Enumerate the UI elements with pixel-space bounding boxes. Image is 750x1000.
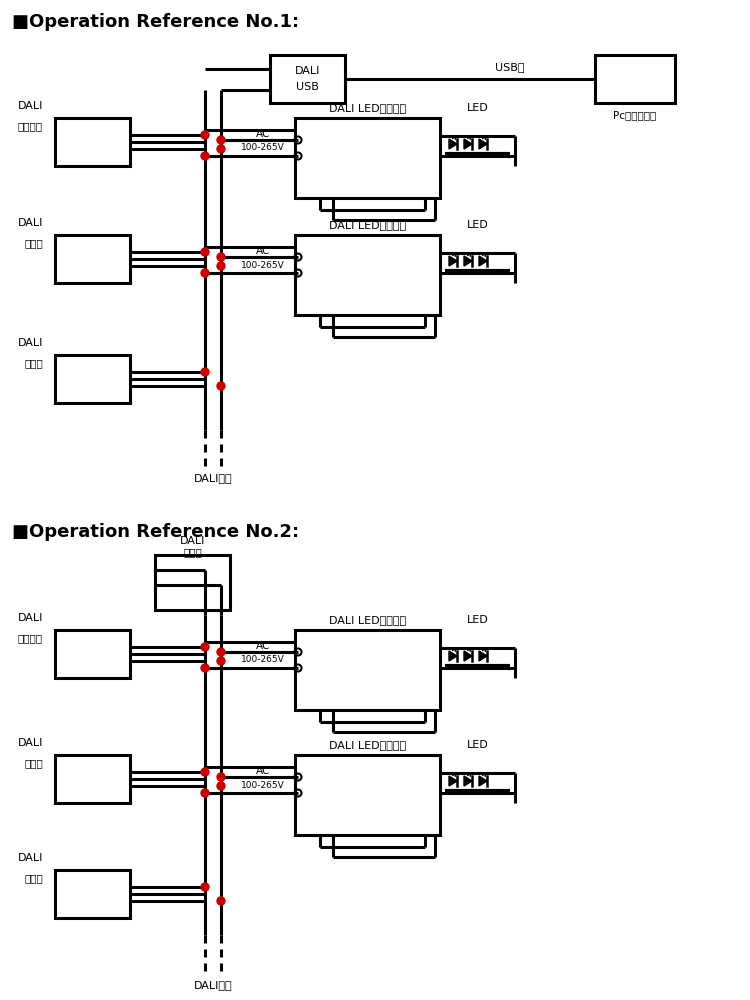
Bar (55, 355, 130, 403)
Text: LED: LED (467, 103, 489, 113)
Circle shape (201, 664, 209, 672)
Bar (155, 555, 230, 610)
Circle shape (217, 145, 225, 153)
Bar (55, 235, 130, 283)
Text: 总线电源: 总线电源 (18, 633, 43, 643)
Circle shape (201, 131, 209, 139)
Polygon shape (464, 776, 472, 786)
Circle shape (217, 382, 225, 390)
Text: 调光器: 调光器 (24, 358, 43, 368)
Polygon shape (464, 256, 472, 266)
Text: 100-265V: 100-265V (242, 143, 285, 152)
Circle shape (217, 657, 225, 665)
Text: DALI: DALI (18, 738, 43, 748)
Text: DALI: DALI (18, 338, 43, 348)
Text: USB: USB (296, 82, 319, 92)
Text: DALI: DALI (295, 66, 320, 76)
Circle shape (201, 768, 209, 776)
Polygon shape (449, 256, 457, 266)
Polygon shape (464, 651, 472, 661)
Text: ■Operation Reference No.2:: ■Operation Reference No.2: (12, 523, 299, 541)
Bar (55, 755, 130, 803)
Text: DALI: DALI (18, 218, 43, 228)
Polygon shape (464, 139, 472, 149)
Bar (55, 118, 130, 166)
Polygon shape (449, 139, 457, 149)
Text: ■Operation Reference No.1:: ■Operation Reference No.1: (12, 13, 299, 31)
Text: 100-265V: 100-265V (242, 656, 285, 664)
Circle shape (201, 883, 209, 891)
Text: 控制器: 控制器 (183, 547, 202, 557)
Circle shape (217, 648, 225, 656)
Text: DALI: DALI (18, 101, 43, 111)
Circle shape (217, 253, 225, 261)
Bar (295, 755, 440, 835)
Text: AC: AC (256, 129, 270, 139)
Text: LED: LED (467, 220, 489, 230)
Text: AC: AC (256, 641, 270, 651)
Polygon shape (479, 776, 487, 786)
Circle shape (201, 269, 209, 277)
Circle shape (201, 248, 209, 256)
Text: 调光器: 调光器 (24, 873, 43, 883)
Text: USB线: USB线 (495, 62, 525, 72)
Polygon shape (479, 651, 487, 661)
Bar (295, 630, 440, 710)
Polygon shape (479, 256, 487, 266)
Circle shape (217, 773, 225, 781)
Polygon shape (449, 651, 457, 661)
Polygon shape (479, 139, 487, 149)
Text: DALI: DALI (180, 536, 206, 546)
Text: 调光器: 调光器 (24, 238, 43, 248)
Bar (295, 235, 440, 315)
Text: 100-265V: 100-265V (242, 260, 285, 269)
Circle shape (217, 136, 225, 144)
Text: DALI LED调光电源: DALI LED调光电源 (329, 740, 406, 750)
Text: DALI总线: DALI总线 (194, 980, 232, 990)
Text: LED: LED (467, 740, 489, 750)
Text: 100-265V: 100-265V (242, 780, 285, 790)
Text: AC: AC (256, 766, 270, 776)
Circle shape (201, 789, 209, 797)
Text: 总线电源: 总线电源 (18, 121, 43, 131)
Text: LED: LED (467, 615, 489, 625)
Bar (295, 118, 440, 198)
Text: DALI总线: DALI总线 (194, 473, 232, 483)
Circle shape (217, 897, 225, 905)
Text: Pc机（电脑）: Pc机（电脑） (614, 110, 657, 120)
Text: DALI: DALI (18, 853, 43, 863)
Text: AC: AC (256, 246, 270, 256)
Bar (270, 55, 345, 103)
Circle shape (201, 643, 209, 651)
Text: DALI LED调光电源: DALI LED调光电源 (329, 220, 406, 230)
Circle shape (217, 782, 225, 790)
Text: DALI LED调光电源: DALI LED调光电源 (329, 615, 406, 625)
Text: 调光器: 调光器 (24, 758, 43, 768)
Text: DALI LED调光电源: DALI LED调光电源 (329, 103, 406, 113)
Circle shape (201, 152, 209, 160)
Circle shape (201, 368, 209, 376)
Bar (55, 870, 130, 918)
Circle shape (217, 262, 225, 270)
Bar (595, 55, 675, 103)
Bar (55, 630, 130, 678)
Polygon shape (449, 776, 457, 786)
Text: DALI: DALI (18, 613, 43, 623)
